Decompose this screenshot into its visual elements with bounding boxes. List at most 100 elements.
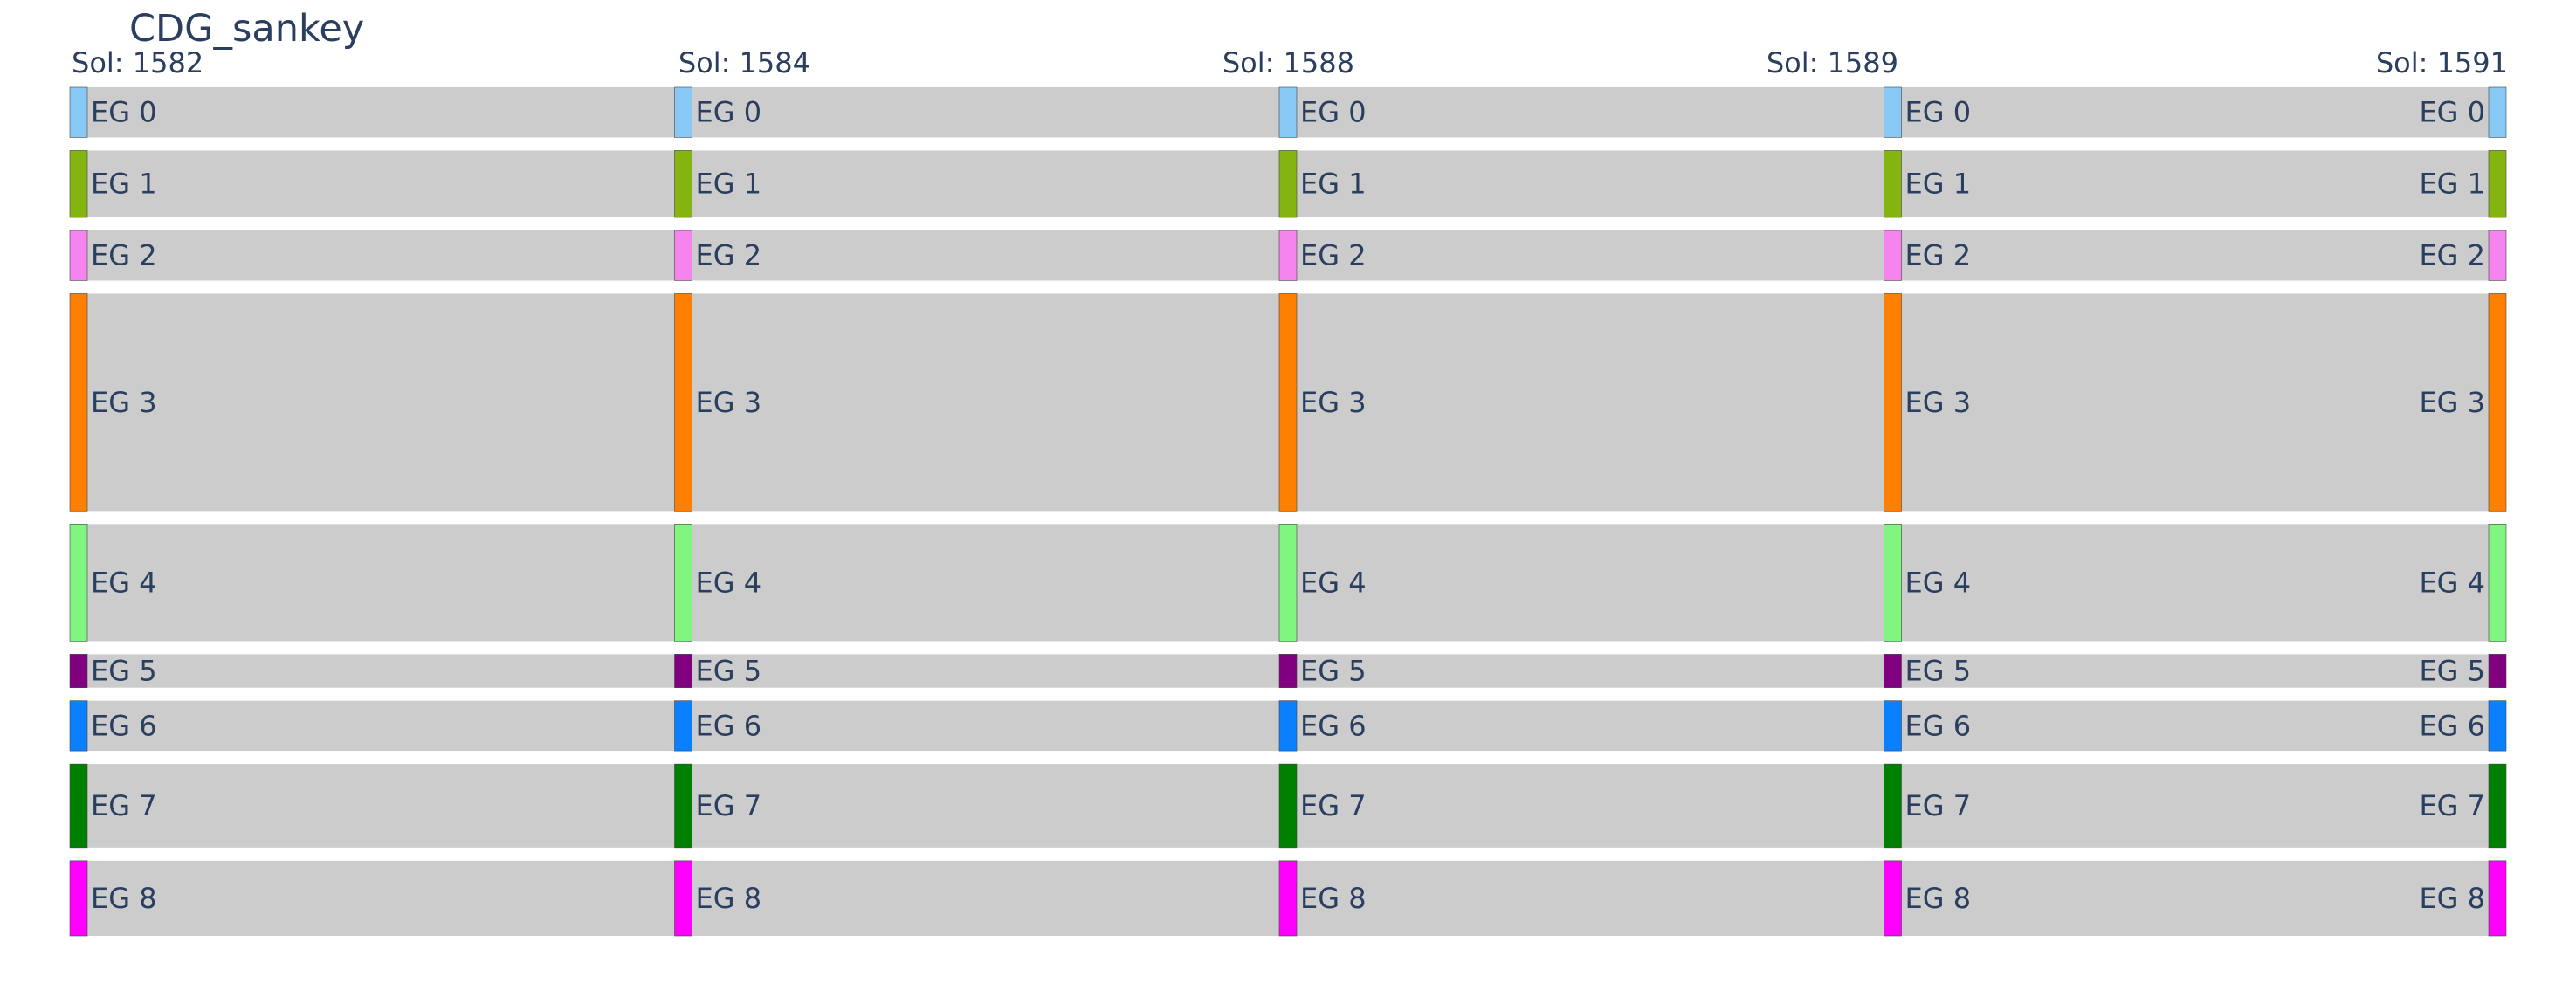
node-bar[interactable] bbox=[1278, 860, 1298, 937]
node-label: EG 0 bbox=[1905, 96, 1972, 129]
node-bar[interactable] bbox=[674, 860, 692, 937]
link-band[interactable] bbox=[1901, 524, 2490, 642]
link-band[interactable] bbox=[87, 150, 675, 218]
link-band[interactable] bbox=[87, 860, 675, 936]
node-label: EG 6 bbox=[2419, 709, 2485, 742]
node-bar[interactable] bbox=[674, 293, 692, 512]
node-label: EG 6 bbox=[1300, 709, 1367, 742]
node-label: EG 1 bbox=[696, 168, 762, 201]
link-band[interactable] bbox=[1297, 87, 1884, 138]
link-band[interactable] bbox=[1297, 860, 1884, 936]
link-band[interactable] bbox=[692, 230, 1280, 281]
node-bar[interactable] bbox=[69, 150, 88, 218]
link-bands bbox=[87, 87, 2489, 936]
column-labels: Sol: 1582 Sol: 1584 Sol: 1588 Sol: 1589 Sol:… bbox=[72, 46, 2508, 79]
node-label: EG 8 bbox=[2419, 882, 2485, 915]
link-band[interactable] bbox=[1297, 293, 1884, 512]
link-band[interactable] bbox=[1297, 700, 1884, 752]
node-label: EG 2 bbox=[2419, 239, 2485, 272]
node-bar[interactable] bbox=[69, 86, 88, 138]
node-bar[interactable] bbox=[1278, 524, 1298, 642]
node-bar[interactable] bbox=[2488, 860, 2507, 937]
link-band[interactable] bbox=[87, 654, 675, 688]
node-bar[interactable] bbox=[674, 524, 692, 642]
node-label: EG 5 bbox=[91, 655, 157, 688]
node-bar[interactable] bbox=[1884, 230, 1902, 281]
link-band[interactable] bbox=[87, 764, 675, 848]
link-band[interactable] bbox=[1297, 524, 1884, 642]
node-bar[interactable] bbox=[674, 230, 692, 281]
link-band[interactable] bbox=[87, 87, 675, 138]
link-band[interactable] bbox=[692, 150, 1280, 218]
link-band[interactable] bbox=[692, 654, 1280, 688]
node-bar[interactable] bbox=[674, 654, 692, 688]
node-label: EG 4 bbox=[91, 566, 157, 599]
link-band[interactable] bbox=[1901, 654, 2490, 688]
node-bar[interactable] bbox=[69, 763, 88, 849]
node-bar[interactable] bbox=[1278, 763, 1298, 849]
node-bar[interactable] bbox=[1884, 293, 1902, 512]
node-bar[interactable] bbox=[1884, 86, 1902, 138]
node-bar[interactable] bbox=[69, 860, 88, 937]
node-bar[interactable] bbox=[674, 700, 692, 752]
link-band[interactable] bbox=[692, 700, 1280, 752]
link-band[interactable] bbox=[87, 700, 675, 752]
node-bar[interactable] bbox=[69, 230, 88, 281]
link-band[interactable] bbox=[1901, 87, 2490, 138]
node-bar[interactable] bbox=[2488, 763, 2507, 849]
node-bar[interactable] bbox=[69, 293, 88, 512]
node-bar[interactable] bbox=[69, 700, 88, 752]
node-bar[interactable] bbox=[674, 763, 692, 849]
node-bar[interactable] bbox=[1278, 293, 1298, 512]
node-label: EG 8 bbox=[1300, 882, 1367, 915]
node-label: EG 2 bbox=[91, 239, 157, 272]
node-bar[interactable] bbox=[1278, 150, 1298, 218]
link-band[interactable] bbox=[1297, 764, 1884, 848]
node-bar[interactable] bbox=[2488, 86, 2507, 138]
link-band[interactable] bbox=[1901, 764, 2490, 848]
link-band[interactable] bbox=[87, 524, 675, 642]
node-bar[interactable] bbox=[1884, 524, 1902, 642]
node-bar[interactable] bbox=[1884, 763, 1902, 849]
node-bar[interactable] bbox=[2488, 293, 2507, 512]
node-bar[interactable] bbox=[1884, 654, 1902, 688]
link-band[interactable] bbox=[692, 764, 1280, 848]
node-label: EG 3 bbox=[91, 386, 157, 419]
link-band[interactable] bbox=[1901, 230, 2490, 281]
node-label: EG 4 bbox=[2419, 566, 2485, 599]
node-bar[interactable] bbox=[2488, 230, 2507, 281]
node-bar[interactable] bbox=[69, 524, 88, 642]
node-label: EG 7 bbox=[91, 789, 157, 822]
node-bar[interactable] bbox=[674, 86, 692, 138]
node-bar[interactable] bbox=[2488, 700, 2507, 752]
node-bar[interactable] bbox=[2488, 150, 2507, 218]
node-label: EG 5 bbox=[1300, 655, 1367, 688]
node-bars bbox=[69, 86, 2507, 937]
link-band[interactable] bbox=[1297, 230, 1884, 281]
node-bar[interactable] bbox=[1278, 654, 1298, 688]
node-bar[interactable] bbox=[1884, 860, 1902, 937]
link-band[interactable] bbox=[692, 293, 1280, 512]
link-band[interactable] bbox=[87, 230, 675, 281]
link-band[interactable] bbox=[1901, 293, 2490, 512]
node-bar[interactable] bbox=[1278, 700, 1298, 752]
link-band[interactable] bbox=[1297, 150, 1884, 218]
link-band[interactable] bbox=[87, 293, 675, 512]
link-band[interactable] bbox=[692, 87, 1280, 138]
link-band[interactable] bbox=[1297, 654, 1884, 688]
link-band[interactable] bbox=[1901, 860, 2490, 936]
link-band[interactable] bbox=[1901, 150, 2490, 218]
node-bar[interactable] bbox=[1884, 700, 1902, 752]
link-band[interactable] bbox=[692, 524, 1280, 642]
node-bar[interactable] bbox=[1884, 150, 1902, 218]
node-bar[interactable] bbox=[1278, 86, 1298, 138]
node-label: EG 4 bbox=[1300, 566, 1367, 599]
node-bar[interactable] bbox=[1278, 230, 1298, 281]
link-band[interactable] bbox=[1901, 700, 2490, 752]
node-bar[interactable] bbox=[2488, 654, 2507, 688]
node-bar[interactable] bbox=[69, 654, 88, 688]
node-bar[interactable] bbox=[2488, 524, 2507, 642]
node-bar[interactable] bbox=[674, 150, 692, 218]
link-band[interactable] bbox=[692, 860, 1280, 936]
